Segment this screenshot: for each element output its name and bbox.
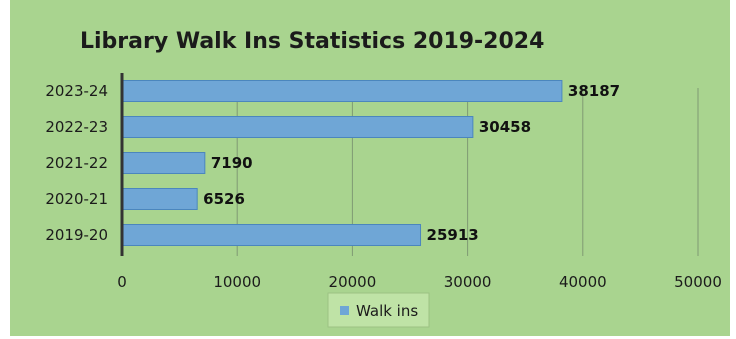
- legend-label: Walk ins: [356, 302, 418, 320]
- data-label: 38187: [568, 82, 620, 100]
- bar: [121, 188, 198, 210]
- category-labels: 2023-24 2022-23 2021-22 2020-21 2019-20: [45, 82, 108, 244]
- bar: [121, 80, 563, 102]
- category-label: 2022-23: [45, 118, 108, 136]
- x-tick-label: 10000: [213, 273, 261, 291]
- category-label: 2019-20: [45, 226, 108, 244]
- data-label: 30458: [479, 118, 531, 136]
- data-labels: 38187 30458 7190 6526 25913: [203, 82, 620, 244]
- category-label: 2020-21: [45, 190, 108, 208]
- x-tick-labels: 0 10000 20000 30000 40000 50000: [117, 273, 722, 291]
- bar: [121, 116, 474, 138]
- x-tick-label: 40000: [559, 273, 607, 291]
- chart: Library Walk Ins Statistics 2019-2024 20…: [10, 0, 730, 336]
- bar: [121, 224, 422, 246]
- legend: Walk ins: [327, 292, 430, 328]
- data-label: 7190: [211, 154, 253, 172]
- chart-canvas: Library Walk Ins Statistics 2019-2024 20…: [10, 0, 730, 336]
- data-label: 25913: [427, 226, 479, 244]
- bar: [121, 152, 206, 174]
- legend-swatch: [340, 306, 349, 315]
- category-label: 2021-22: [45, 154, 108, 172]
- x-tick-label: 50000: [674, 273, 722, 291]
- x-tick-label: 0: [117, 273, 127, 291]
- chart-title: Library Walk Ins Statistics 2019-2024: [80, 29, 544, 54]
- data-label: 6526: [203, 190, 245, 208]
- x-tick-label: 20000: [329, 273, 377, 291]
- x-tick-label: 30000: [444, 273, 492, 291]
- bars: [121, 80, 563, 246]
- category-label: 2023-24: [45, 82, 108, 100]
